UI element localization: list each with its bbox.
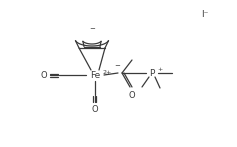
Text: Fe: Fe — [90, 71, 100, 80]
Text: O: O — [41, 71, 47, 80]
Text: 2+: 2+ — [103, 70, 112, 75]
Text: P: P — [149, 69, 155, 77]
Text: O: O — [129, 91, 135, 100]
Text: O: O — [92, 105, 98, 113]
Text: −: − — [114, 63, 120, 69]
Text: +: + — [157, 66, 162, 71]
Text: −: − — [89, 26, 95, 32]
Text: I⁻: I⁻ — [201, 10, 209, 19]
